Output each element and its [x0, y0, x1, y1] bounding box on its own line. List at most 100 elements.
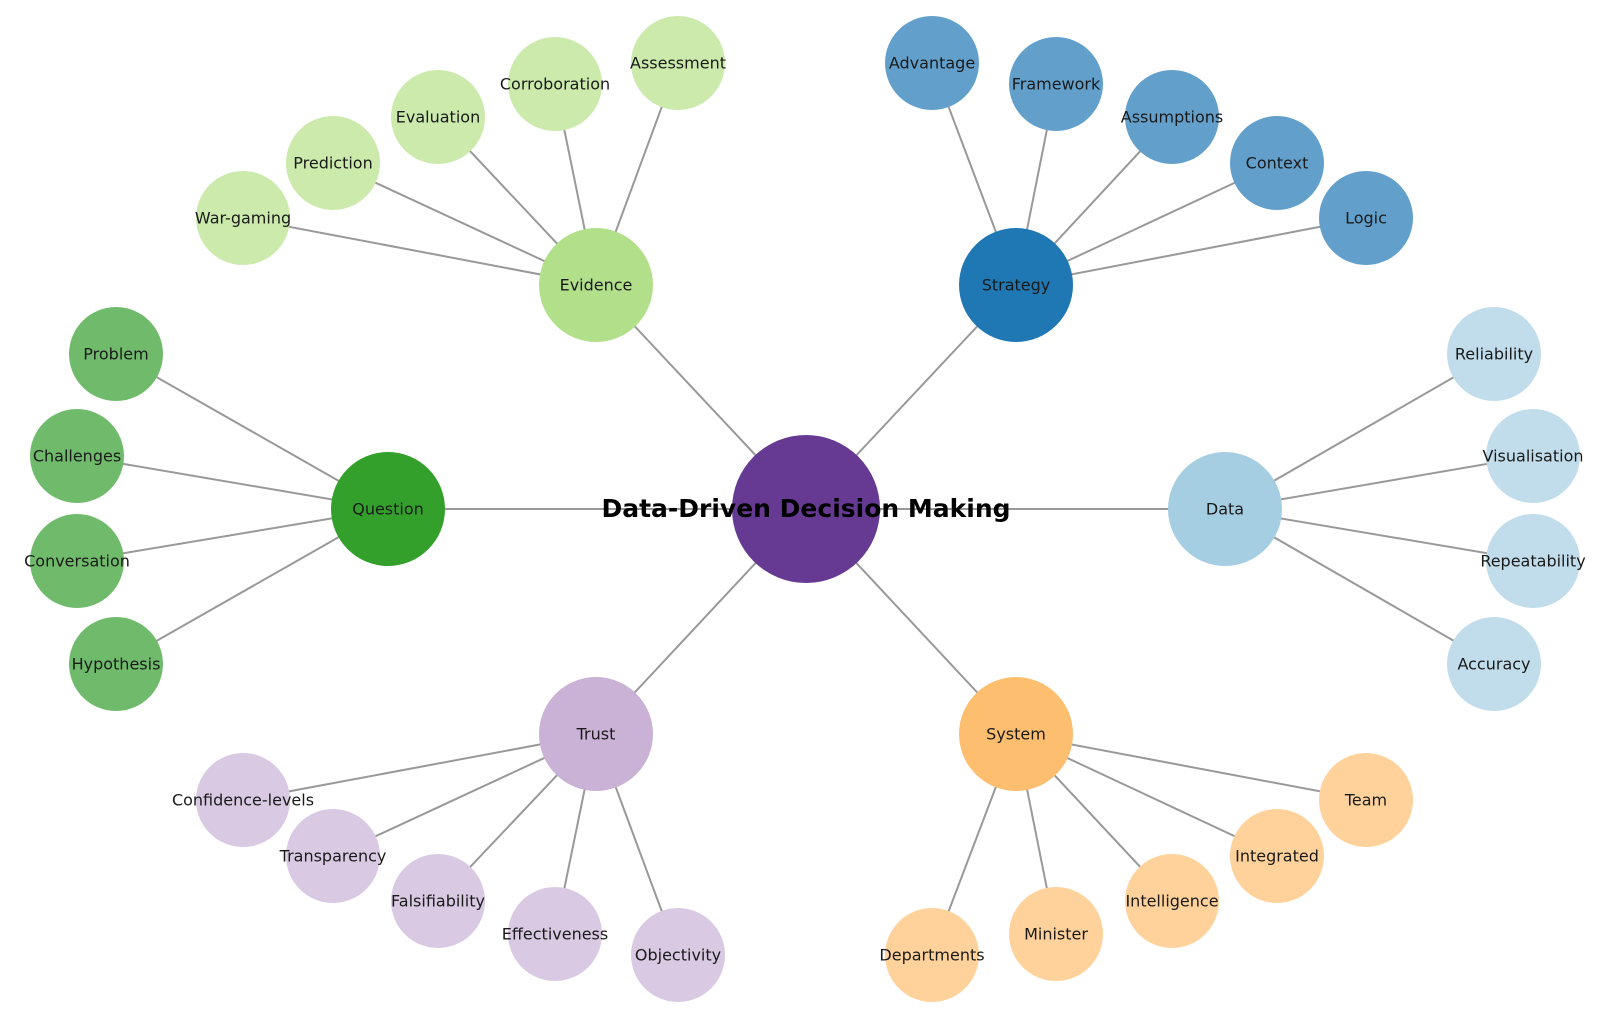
leaf-node-conversation: Conversation — [24, 514, 130, 608]
leaf-node-accuracy-label: Accuracy — [1457, 655, 1530, 674]
branch-node-system-circle — [959, 677, 1073, 791]
branch-node-data-label: Data — [1206, 500, 1244, 519]
leaf-node-hypothesis-circle — [69, 617, 163, 711]
leaf-node-team-label: Team — [1344, 791, 1387, 810]
leaf-node-framework-circle — [1009, 37, 1103, 131]
leaf-node-objectivity-circle — [631, 908, 725, 1002]
leaf-node-effectiveness-label: Effectiveness — [502, 925, 608, 944]
leaf-node-assessment-circle — [631, 16, 725, 110]
leaf-node-repeatability-circle — [1486, 514, 1580, 608]
leaf-node-team-circle — [1319, 753, 1413, 847]
branch-node-strategy: Strategy — [959, 228, 1073, 342]
leaf-node-repeatability-label: Repeatability — [1480, 552, 1585, 571]
edge-system-team — [1015, 733, 1367, 801]
leaf-node-framework-label: Framework — [1012, 75, 1101, 94]
leaf-node-logic-label: Logic — [1345, 209, 1387, 228]
leaf-node-transparency-label: Transparency — [279, 847, 387, 866]
leaf-node-prediction-circle — [286, 116, 380, 210]
leaf-node-war-gaming-label: War-gaming — [195, 209, 291, 228]
leaf-node-evaluation-label: Evaluation — [396, 108, 480, 127]
leaf-node-war-gaming: War-gaming — [195, 171, 291, 265]
leaf-node-team: Team — [1319, 753, 1413, 847]
edge-strategy-logic — [1015, 217, 1367, 286]
branch-node-question-circle — [331, 452, 445, 566]
leaf-node-accuracy: Accuracy — [1447, 617, 1541, 711]
leaf-node-logic: Logic — [1319, 171, 1413, 265]
leaf-node-hypothesis: Hypothesis — [69, 617, 163, 711]
leaf-node-visualisation: Visualisation — [1483, 409, 1584, 503]
center-node-circle — [732, 435, 880, 583]
leaf-node-integrated: Integrated — [1230, 809, 1324, 903]
edge-evidence-war-gaming — [242, 217, 597, 286]
leaf-node-war-gaming-circle — [196, 171, 290, 265]
center-node: Data-Driven Decision Making — [601, 435, 1011, 583]
leaf-node-corroboration-circle — [508, 37, 602, 131]
leaf-node-reliability-circle — [1447, 307, 1541, 401]
branch-node-data-circle — [1168, 452, 1282, 566]
leaf-node-visualisation-circle — [1486, 409, 1580, 503]
leaf-node-prediction-label: Prediction — [293, 154, 372, 173]
branch-node-question: Question — [331, 452, 445, 566]
leaf-node-context: Context — [1230, 116, 1324, 210]
leaf-node-intelligence: Intelligence — [1125, 854, 1219, 948]
branch-node-strategy-circle — [959, 228, 1073, 342]
branch-node-strategy-label: Strategy — [982, 276, 1051, 295]
leaf-node-transparency: Transparency — [279, 809, 387, 903]
leaf-node-confidence-levels: Confidence-levels — [172, 753, 314, 847]
leaf-node-conversation-circle — [30, 514, 124, 608]
leaf-node-challenges: Challenges — [30, 409, 124, 503]
leaf-node-assessment-label: Assessment — [630, 54, 726, 73]
leaf-node-problem-label: Problem — [83, 345, 148, 364]
leaf-node-problem: Problem — [69, 307, 163, 401]
leaf-node-falsifiability: Falsifiability — [391, 854, 485, 948]
nodes-layer: Evidence War-gaming Prediction Evaluation Co… — [24, 16, 1586, 1002]
leaf-node-advantage-label: Advantage — [889, 54, 975, 73]
branch-node-trust-circle — [539, 677, 653, 791]
branch-node-trust: Trust — [539, 677, 653, 791]
leaf-node-intelligence-circle — [1125, 854, 1219, 948]
leaf-node-corroboration: Corroboration — [500, 37, 610, 131]
leaf-node-reliability: Reliability — [1447, 307, 1541, 401]
leaf-node-evaluation: Evaluation — [391, 70, 485, 164]
branch-node-evidence: Evidence — [539, 228, 653, 342]
leaf-node-advantage: Advantage — [885, 16, 979, 110]
leaf-node-accuracy-circle — [1447, 617, 1541, 711]
leaf-node-minister-circle — [1009, 887, 1103, 981]
branch-node-system-label: System — [986, 725, 1046, 744]
leaf-node-integrated-label: Integrated — [1235, 847, 1319, 866]
leaf-node-framework: Framework — [1009, 37, 1103, 131]
branch-node-trust-label: Trust — [576, 725, 616, 744]
leaf-node-logic-circle — [1319, 171, 1413, 265]
leaf-node-departments-circle — [885, 908, 979, 1002]
branch-node-evidence-circle — [539, 228, 653, 342]
leaf-node-challenges-circle — [30, 409, 124, 503]
leaf-node-confidence-levels-label: Confidence-levels — [172, 791, 314, 810]
leaf-node-corroboration-label: Corroboration — [500, 75, 610, 94]
leaf-node-confidence-levels-circle — [196, 753, 290, 847]
leaf-node-assumptions-circle — [1125, 70, 1219, 164]
branch-node-data: Data — [1168, 452, 1282, 566]
branch-node-system: System — [959, 677, 1073, 791]
leaf-node-transparency-circle — [286, 809, 380, 903]
leaf-node-assumptions: Assumptions — [1121, 70, 1223, 164]
leaf-node-repeatability: Repeatability — [1480, 514, 1586, 608]
leaf-node-hypothesis-label: Hypothesis — [72, 655, 161, 674]
leaf-node-objectivity-label: Objectivity — [635, 946, 721, 965]
edge-trust-confidence-levels — [242, 733, 597, 801]
leaf-node-intelligence-label: Intelligence — [1125, 892, 1218, 911]
leaf-node-effectiveness-circle — [508, 887, 602, 981]
leaf-node-integrated-circle — [1230, 809, 1324, 903]
leaf-node-problem-circle — [69, 307, 163, 401]
leaf-node-challenges-label: Challenges — [33, 447, 121, 466]
leaf-node-minister: Minister — [1009, 887, 1103, 981]
leaf-node-departments-label: Departments — [879, 946, 984, 965]
leaf-node-falsifiability-circle — [391, 854, 485, 948]
branch-node-question-label: Question — [352, 500, 424, 519]
leaf-node-reliability-label: Reliability — [1455, 345, 1533, 364]
leaf-node-departments: Departments — [879, 908, 985, 1002]
center-node-label: Data-Driven Decision Making — [601, 494, 1010, 523]
leaf-node-minister-label: Minister — [1024, 925, 1088, 944]
leaf-node-effectiveness: Effectiveness — [502, 887, 608, 981]
leaf-node-visualisation-label: Visualisation — [1483, 447, 1584, 466]
